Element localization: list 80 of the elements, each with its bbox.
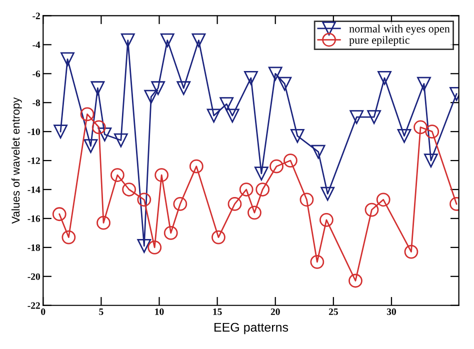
x-tick-label: 20	[270, 308, 280, 315]
point	[254, 166, 268, 181]
point	[239, 182, 254, 196]
x-tick-label: 15	[213, 308, 222, 315]
point	[244, 71, 258, 85]
point	[424, 154, 438, 168]
point	[206, 108, 221, 123]
y-tick-label: -18	[28, 244, 40, 251]
point	[228, 197, 242, 211]
y-tick-label: -4	[32, 42, 40, 48]
point	[110, 168, 124, 182]
point	[414, 120, 428, 134]
x-tick-label: 25	[328, 308, 338, 315]
point	[376, 192, 390, 207]
x-tick-label: 0	[41, 308, 46, 315]
point	[284, 154, 298, 168]
point	[62, 230, 76, 244]
y-tick-label: -12	[28, 157, 40, 164]
y-tick-label: -14	[28, 186, 40, 193]
point	[248, 206, 262, 220]
point	[320, 186, 335, 201]
point	[268, 66, 282, 81]
y-tick-label: -22	[28, 302, 40, 309]
x-tick-label: 10	[155, 308, 164, 315]
point	[98, 128, 112, 142]
legend-label: pure epileptic	[349, 36, 410, 46]
point	[176, 81, 191, 96]
point	[154, 168, 169, 182]
point	[151, 81, 166, 96]
point	[137, 192, 152, 207]
point	[256, 182, 270, 196]
point	[160, 33, 174, 48]
y-tick-label: -16	[28, 215, 40, 222]
legend-label: normal with eyes open	[349, 24, 450, 35]
point	[192, 33, 206, 48]
point	[164, 226, 178, 240]
point	[173, 197, 188, 211]
point	[320, 212, 334, 227]
point	[220, 97, 234, 111]
point	[367, 110, 382, 124]
point	[290, 128, 304, 143]
point	[404, 244, 418, 259]
point	[300, 192, 314, 207]
point	[364, 202, 379, 217]
point	[225, 108, 240, 123]
point	[92, 120, 106, 134]
y-tick-label: -10	[28, 128, 40, 136]
y-tick-label: -6	[32, 70, 40, 78]
point	[311, 144, 326, 159]
point	[348, 274, 362, 288]
point	[270, 159, 284, 174]
point	[278, 76, 292, 91]
point	[189, 159, 204, 174]
point	[144, 90, 158, 104]
y-tick-label: -8	[32, 100, 40, 106]
y-tick-label: -20	[28, 273, 40, 280]
x-tick-label: 5	[99, 308, 104, 315]
y-tick-label: -2	[32, 12, 40, 20]
point	[350, 110, 364, 124]
point	[212, 230, 226, 244]
point	[310, 254, 324, 269]
x-axis-title: EEG patterns	[214, 322, 288, 334]
point	[425, 124, 440, 139]
point	[137, 239, 152, 253]
point	[96, 216, 110, 230]
point	[120, 33, 135, 48]
y-axis-title: Values of wavelet entropy	[11, 97, 22, 224]
point	[122, 182, 136, 196]
x-tick-label: 30	[386, 308, 396, 315]
point	[114, 133, 128, 148]
point	[378, 71, 392, 85]
point	[54, 124, 68, 139]
point	[417, 76, 431, 91]
point	[397, 128, 412, 143]
point	[60, 52, 74, 66]
point	[84, 139, 98, 153]
point	[80, 107, 94, 122]
point	[148, 240, 162, 254]
point	[52, 207, 66, 222]
point	[90, 81, 105, 96]
